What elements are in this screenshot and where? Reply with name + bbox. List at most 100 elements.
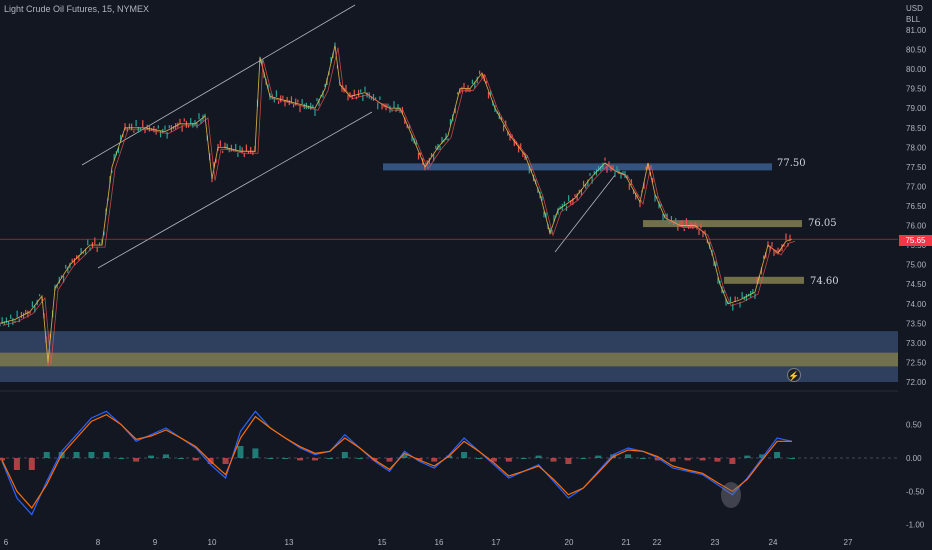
candle [606,166,608,173]
candle [591,176,593,184]
candle [620,172,622,179]
candle [18,318,20,323]
time-tick-label: 15 [378,538,387,547]
candle [128,123,131,129]
histogram-bar [475,458,482,459]
candle [324,84,326,88]
candle [192,122,194,128]
candle [142,120,144,128]
candle [580,188,583,196]
level-label-77-50: 77.50 [777,158,806,169]
candle [34,305,36,313]
candle [643,182,645,190]
candle [360,89,362,93]
candle [424,165,426,171]
candle [541,195,543,201]
candle [445,133,447,141]
candle [183,118,185,122]
macd-tick-label: 0.00 [906,454,922,463]
histogram-bar [237,446,244,458]
candle [670,215,673,223]
candle [626,174,628,179]
histogram-bar [774,452,781,458]
level-label-76-05: 76.05 [808,218,837,229]
histogram-bar [43,452,50,458]
candle [387,103,389,107]
candle [168,125,170,129]
histogram-bar [297,458,304,461]
candle [656,196,658,199]
candle [120,134,122,142]
candle [245,144,248,152]
candle [763,255,765,259]
histogram-bar [490,458,497,462]
candle [299,105,301,113]
candle [457,92,459,95]
candle [528,166,530,174]
candle [87,239,89,246]
histogram-bar [312,458,319,461]
candle [517,145,520,153]
candle [543,211,545,218]
candle [694,222,696,227]
candle [377,102,379,110]
lightning-icon[interactable]: ⚡ [787,368,801,382]
histogram-bar [714,458,721,462]
unit-label: BLL [906,15,921,24]
histogram-bar [461,452,468,458]
candle [58,276,60,284]
candle [295,98,297,106]
candle [463,82,465,89]
candle [732,303,734,311]
symbol-title[interactable]: Light Crude Oil Futures, 15, NYMEX [4,4,150,14]
price-tick-label: 75.00 [906,261,927,270]
time-tick-label: 9 [153,538,158,547]
histogram-bar [639,458,646,459]
candle [117,147,120,154]
candle [39,294,41,297]
candle [164,125,166,131]
histogram-bar [341,452,348,458]
candle [585,183,587,189]
candle [459,88,461,94]
candle [261,58,263,64]
candle [692,223,694,230]
candle [737,297,739,300]
candle [568,195,570,202]
candle [391,109,393,112]
histogram-bar [177,458,184,459]
candle [465,87,467,93]
price-tick-label: 73.50 [906,319,927,328]
price-tick-label: 77.00 [906,182,927,191]
trend-line [554,174,616,253]
candle [574,194,576,197]
candle [215,158,217,163]
candle [593,171,595,175]
histogram-bar [162,454,169,458]
candle [357,89,360,97]
time-tick-label: 24 [769,538,778,547]
macd-tick-label: -1.00 [906,521,925,530]
candle [587,179,589,187]
histogram-bar [267,458,274,459]
candle [282,95,284,99]
price-tick-label: 74.50 [906,280,927,289]
candle [334,42,336,49]
candle [204,113,206,118]
candle [67,266,69,274]
candle [654,194,656,202]
candle [739,302,741,308]
candle [111,170,113,173]
candle [632,189,635,194]
candle [509,133,511,141]
histogram-bar [580,458,587,459]
time-tick-label: 16 [435,538,444,547]
candle [474,81,476,89]
candle [447,138,449,141]
candle [479,70,481,75]
candle [449,119,451,125]
candle [10,314,12,319]
candle [103,231,105,236]
candle [379,96,381,101]
